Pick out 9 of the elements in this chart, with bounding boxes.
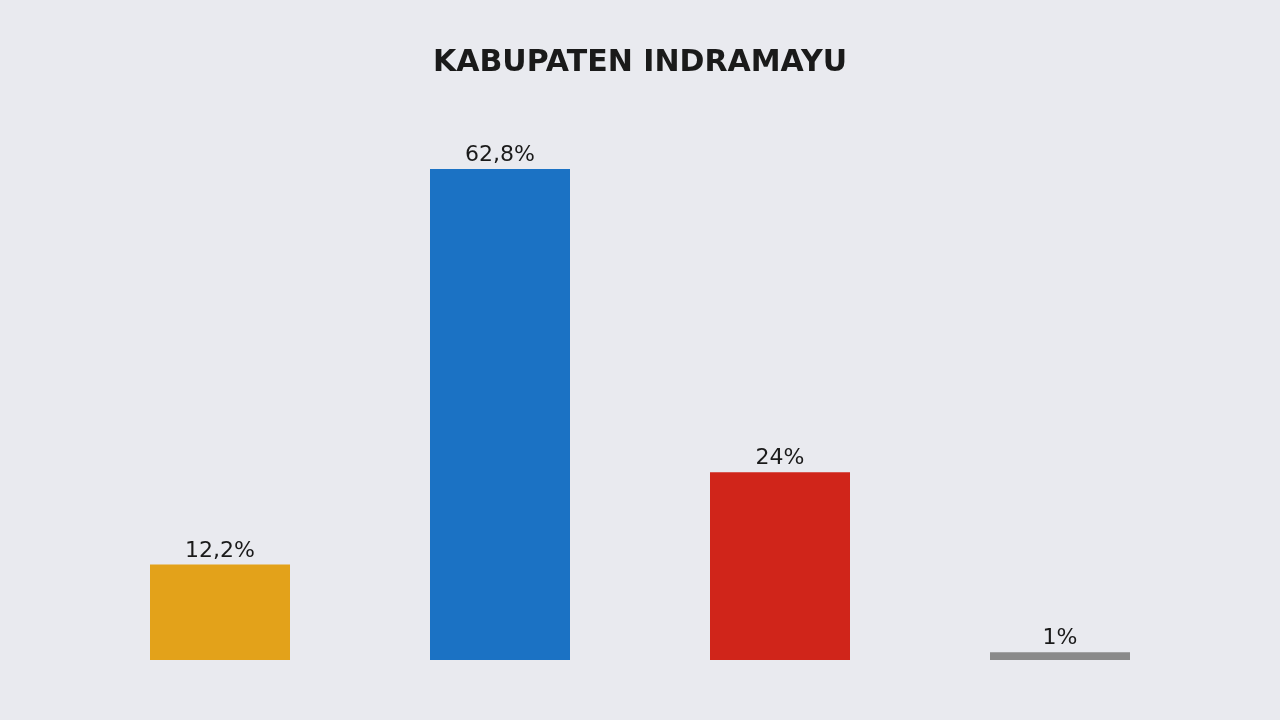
data-label: 1% <box>1042 624 1078 650</box>
data-label: 62,8% <box>465 140 535 166</box>
data-label: 24% <box>755 444 805 470</box>
chart-title: KABUPATEN INDRAMAYU <box>432 43 848 79</box>
bar <box>990 652 1130 660</box>
bar <box>430 168 570 660</box>
data-label: 12,2% <box>185 536 255 562</box>
bar <box>150 564 290 660</box>
bar <box>710 472 850 660</box>
